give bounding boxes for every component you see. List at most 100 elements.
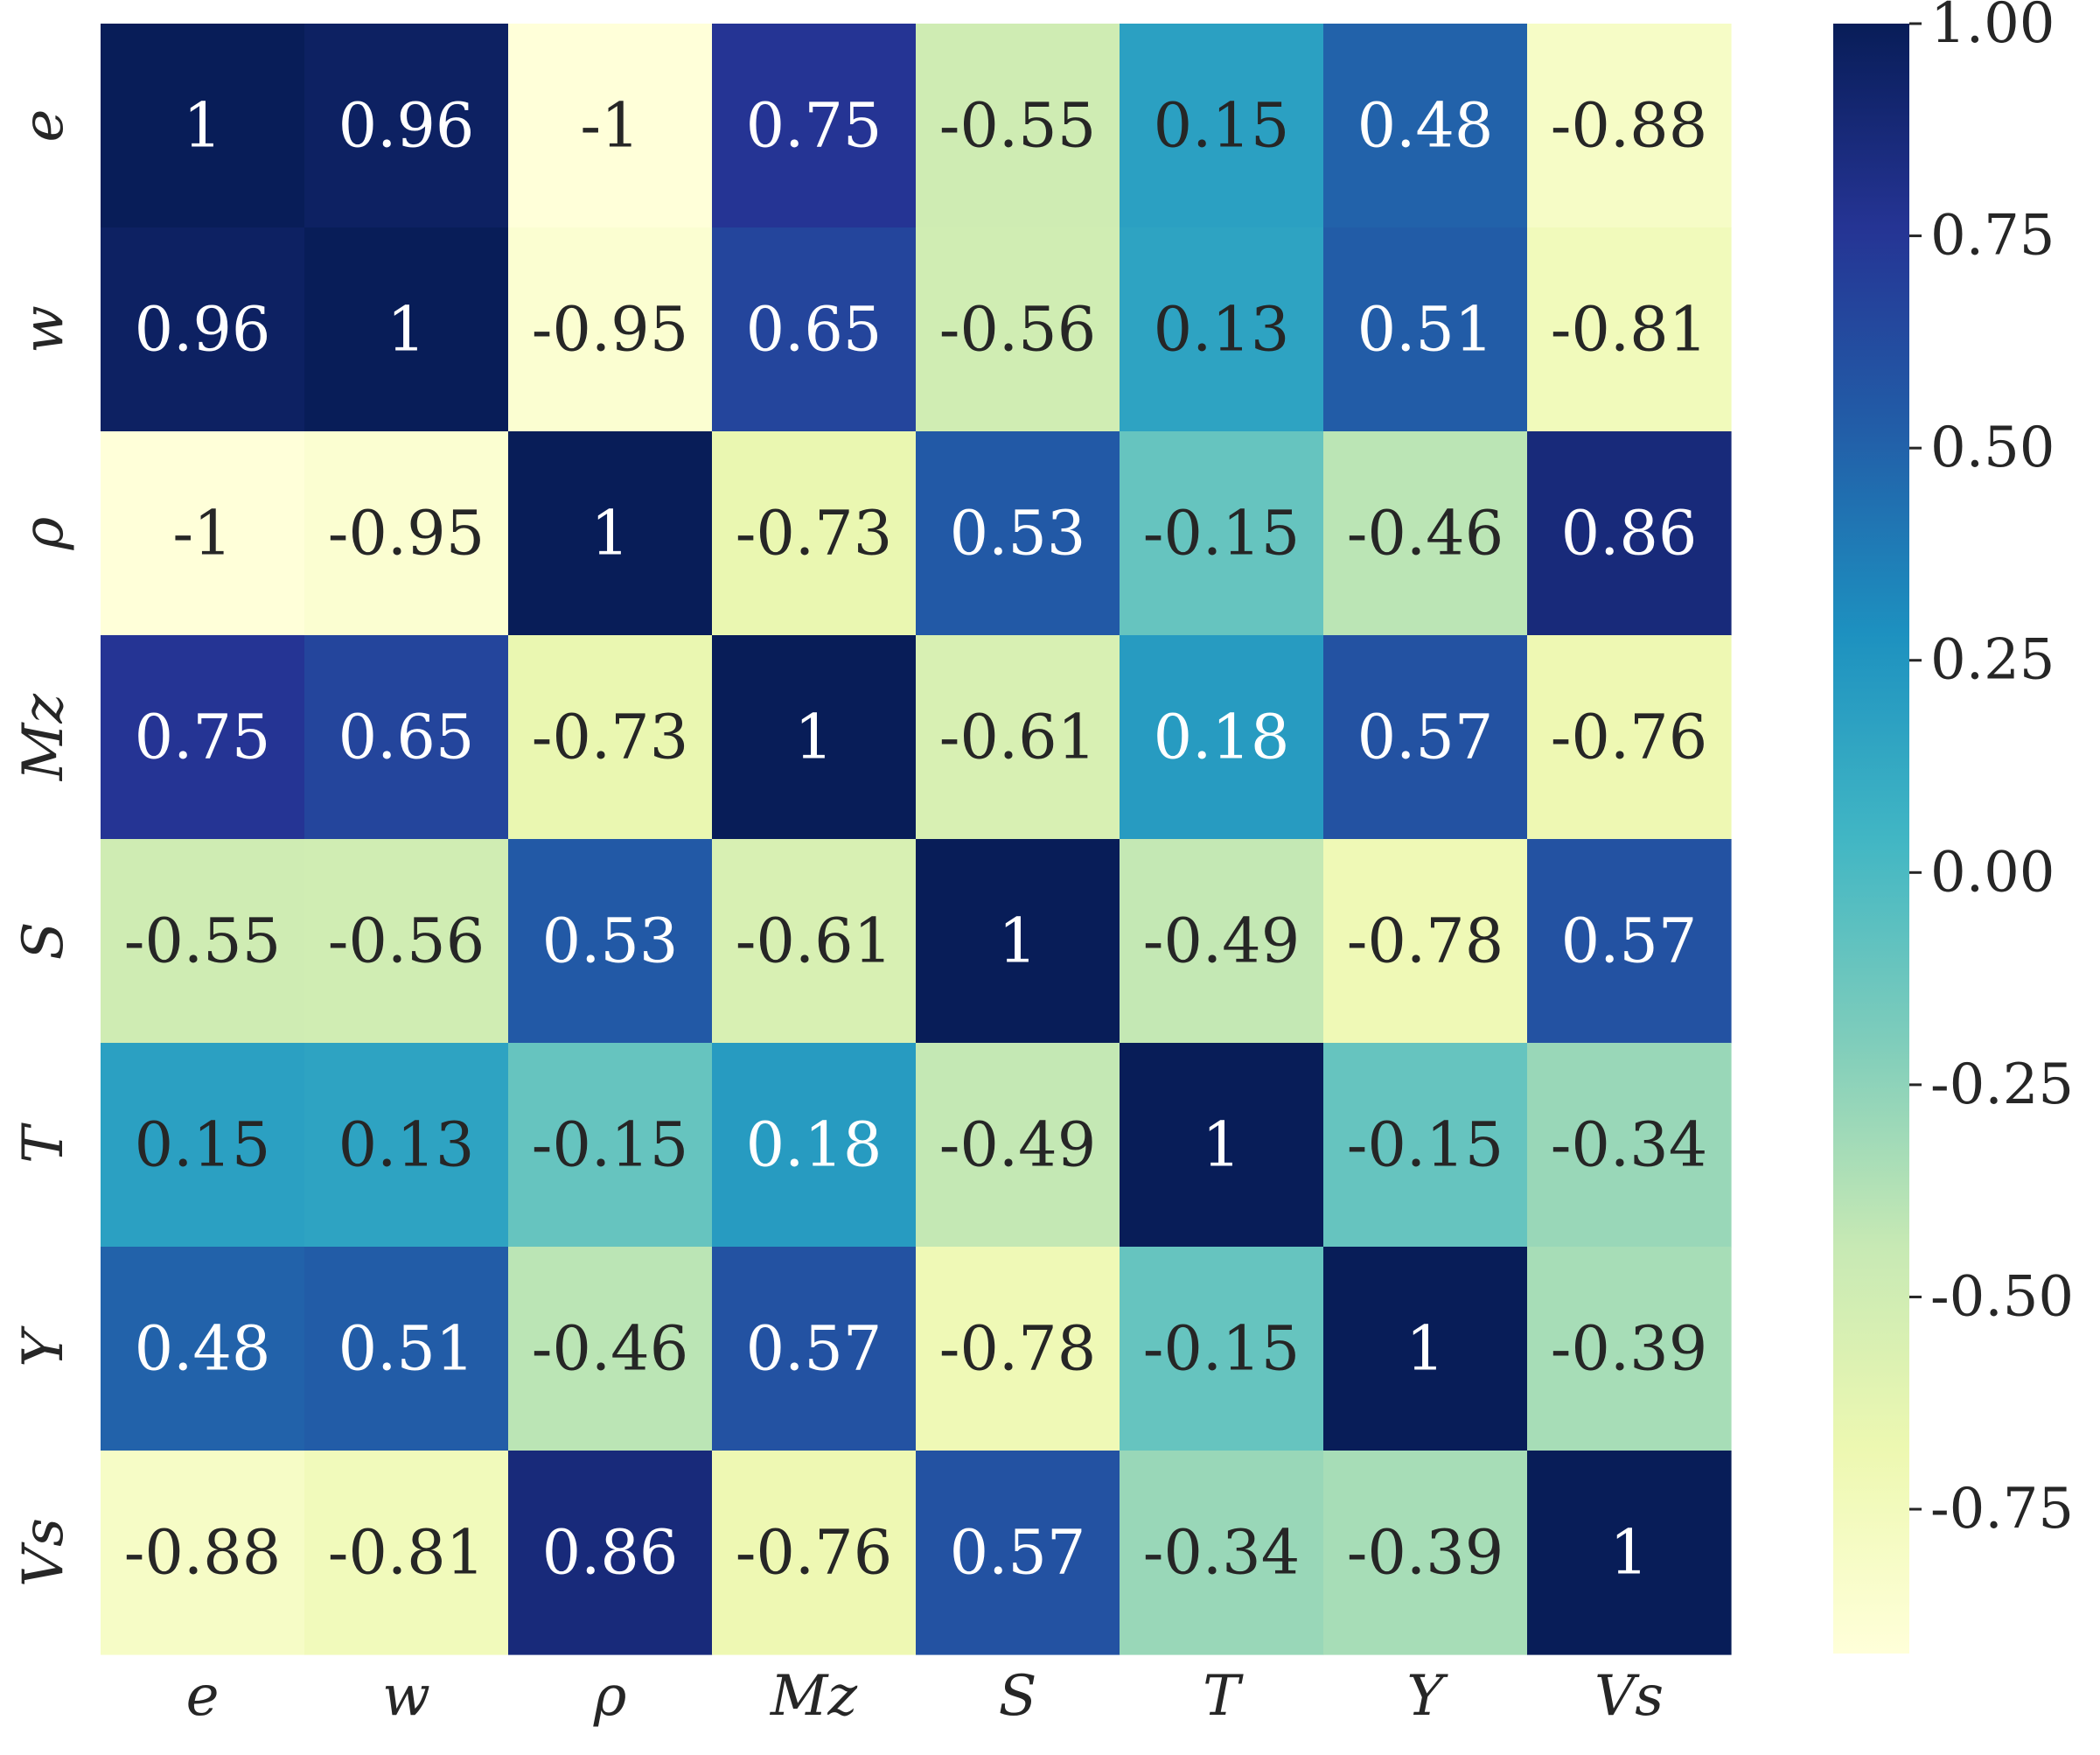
heatmap-cell-r3-c6 [1323,635,1528,840]
cell-value-label: -0.56 [939,294,1097,366]
heatmap-cell-r5-c1 [304,1043,509,1248]
x-tick-label: Y [1406,1664,1448,1729]
cell-value-label: -0.76 [1551,702,1708,773]
cell-value-label: -0.39 [1551,1313,1708,1385]
heatmap-cell-r2-c2 [508,431,713,636]
cell-value-label: -0.73 [736,498,893,570]
cell-value-label: 0.65 [338,702,475,773]
heatmap-cell-r0-c3 [712,24,917,228]
heatmap-cell-r0-c0 [101,24,305,228]
heatmap-cell-r1-c7 [1527,227,1732,432]
cell-value-label: 1 [1406,1313,1445,1385]
heatmap-cell-r4-c0 [101,839,305,1044]
cell-value-label: -0.56 [328,905,485,977]
heatmap-cell-r5-c2 [508,1043,713,1248]
cell-value-label: -1 [580,90,639,162]
x-tick-label: ρ [593,1664,627,1729]
heatmap-cell-r7-c5 [1120,1451,1324,1655]
cell-value-label: -0.95 [532,294,689,366]
heatmap-cell-r0-c2 [508,24,713,228]
heatmap-cell-r4-c1 [304,839,509,1044]
x-tick-label: T [1203,1664,1244,1729]
cell-value-label: -0.78 [1347,905,1504,977]
heatmap-cell-r0-c5 [1120,24,1324,228]
cell-value-label: 0.53 [950,498,1086,570]
cell-value-label: 0.53 [542,905,679,977]
y-axis-tick-labels: e w ρ Mz S T Y Vs [11,109,76,1587]
y-tick-label: T [11,1122,76,1164]
heatmap-cell-r6-c7 [1527,1247,1732,1451]
x-tick-label: S [999,1664,1037,1729]
heatmap-cell-r3-c5 [1120,635,1324,840]
heatmap-cell-r3-c0 [101,635,305,840]
cell-value-label: -0.95 [328,498,485,570]
cell-value-label: 1 [1609,1517,1649,1589]
heatmap-cell-r2-c5 [1120,431,1324,636]
heatmap-cell-r2-c3 [712,431,917,636]
heatmap-cell-r0-c7 [1527,24,1732,228]
heatmap-cell-r0-c6 [1323,24,1528,228]
heatmap-cell-r5-c4 [916,1043,1120,1248]
cell-value-label: -0.55 [124,905,282,977]
cell-value-label: 0.86 [1561,498,1698,570]
heatmap-cell-r6-c2 [508,1247,713,1451]
cell-value-label: 0.96 [338,90,475,162]
heatmap-cell-r6-c5 [1120,1247,1324,1451]
cell-value-label: 0.75 [746,90,883,162]
cell-value-label: -0.46 [1347,498,1504,570]
heatmap-cell-r1-c0 [101,227,305,432]
cell-value-label: 0.57 [746,1313,883,1385]
heatmap-cell-r4-c5 [1120,839,1324,1044]
cell-value-label: 1 [590,498,630,570]
heatmap-cell-r3-c1 [304,635,509,840]
y-tick-label: e [11,109,76,143]
heatmap-cell-r7-c7 [1527,1451,1732,1655]
cell-value-label: -0.81 [328,1517,485,1589]
heatmap-cell-r6-c4 [916,1247,1120,1451]
heatmap-cell-r4-c7 [1527,839,1732,1044]
colorbar-tick-label: 0.00 [1930,840,2055,905]
cell-value-label: 1 [387,294,426,366]
cell-value-label: -0.15 [1143,498,1301,570]
y-tick-label: Mz [11,693,76,782]
cell-value-label: -0.88 [1551,90,1708,162]
x-tick-label: Mz [770,1664,859,1729]
heatmap-cell-r1-c5 [1120,227,1324,432]
cell-value-label: -0.39 [1347,1517,1504,1589]
cell-value-label: -0.55 [939,90,1097,162]
heatmap-cell-r1-c2 [508,227,713,432]
cell-value-label: 0.15 [1154,90,1290,162]
cell-value-label: 0.51 [338,1313,475,1385]
heatmap-cell-r3-c2 [508,635,713,840]
cell-value-label: -0.61 [939,702,1097,773]
cell-value-label: 0.48 [1357,90,1494,162]
x-tick-label: e [186,1664,220,1729]
colorbar-tick-label: 0.50 [1930,416,2055,480]
heatmap-cell-r7-c0 [101,1451,305,1655]
heatmap-cell-r7-c4 [916,1451,1120,1655]
heatmap-cell-r1-c3 [712,227,917,432]
cell-value-label: 0.86 [542,1517,679,1589]
x-tick-label: w [382,1664,430,1729]
colorbar-tick-label: -0.75 [1930,1477,2074,1542]
colorbar-tick-label: 0.25 [1930,628,2055,693]
cell-value-label: 0.57 [950,1517,1086,1589]
heatmap-cell-r5-c7 [1527,1043,1732,1248]
cell-value-label: 0.57 [1357,702,1494,773]
heatmap-cell-r2-c1 [304,431,509,636]
heatmap-cell-r7-c2 [508,1451,713,1655]
cell-value-label: 1 [794,702,834,773]
heatmap-cell-r2-c0 [101,431,305,636]
heatmap-cell-r3-c4 [916,635,1120,840]
cell-value-label: -0.81 [1551,294,1708,366]
heatmap-cell-r1-c1 [304,227,509,432]
heatmap-cell-r4-c2 [508,839,713,1044]
colorbar-tick-label: -0.25 [1930,1052,2074,1117]
cell-value-label: -0.49 [1143,905,1301,977]
heatmap-cell-r0-c1 [304,24,509,228]
heatmap-cell-r2-c7 [1527,431,1732,636]
cell-value-label: -0.76 [736,1517,893,1589]
x-axis-tick-labels: e w ρ Mz S T Y Vs [186,1664,1664,1729]
colorbar-tick-label: 1.00 [1930,0,2055,56]
